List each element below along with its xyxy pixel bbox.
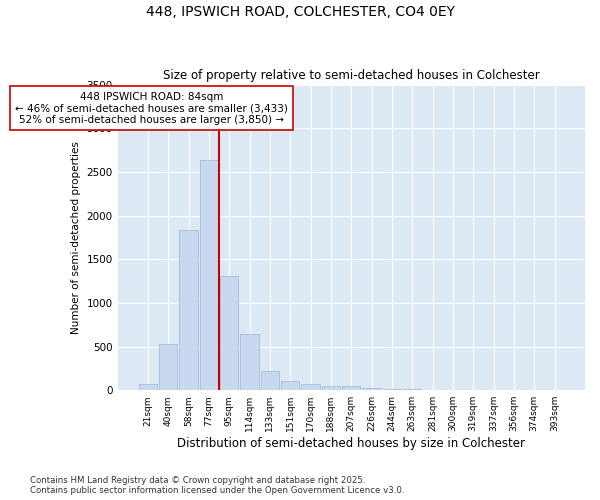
Text: Contains HM Land Registry data © Crown copyright and database right 2025.
Contai: Contains HM Land Registry data © Crown c… xyxy=(30,476,404,495)
Bar xyxy=(301,384,320,390)
Bar xyxy=(139,384,157,390)
Bar xyxy=(281,381,299,390)
Bar xyxy=(261,372,279,390)
Bar xyxy=(220,276,238,390)
Bar xyxy=(179,230,198,390)
Bar xyxy=(362,388,381,390)
Bar xyxy=(383,388,401,390)
Text: 448 IPSWICH ROAD: 84sqm
← 46% of semi-detached houses are smaller (3,433)
52% of: 448 IPSWICH ROAD: 84sqm ← 46% of semi-de… xyxy=(15,92,288,124)
Bar xyxy=(322,386,340,390)
Title: Size of property relative to semi-detached houses in Colchester: Size of property relative to semi-detach… xyxy=(163,69,539,82)
Bar xyxy=(241,334,259,390)
Bar xyxy=(159,344,178,390)
Y-axis label: Number of semi-detached properties: Number of semi-detached properties xyxy=(71,141,81,334)
Bar xyxy=(342,386,361,390)
Text: 448, IPSWICH ROAD, COLCHESTER, CO4 0EY: 448, IPSWICH ROAD, COLCHESTER, CO4 0EY xyxy=(146,5,455,19)
X-axis label: Distribution of semi-detached houses by size in Colchester: Distribution of semi-detached houses by … xyxy=(177,437,525,450)
Bar xyxy=(200,160,218,390)
